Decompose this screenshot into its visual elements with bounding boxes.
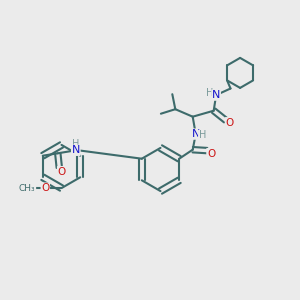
Text: N: N	[72, 145, 80, 155]
Text: O: O	[226, 118, 234, 128]
Text: CH₃: CH₃	[19, 184, 36, 193]
Text: H: H	[206, 88, 213, 98]
Text: O: O	[58, 167, 66, 177]
Text: O: O	[207, 148, 215, 159]
Text: N: N	[212, 90, 220, 100]
Text: N: N	[191, 129, 200, 139]
Text: O: O	[41, 183, 50, 193]
Text: H: H	[199, 130, 206, 140]
Text: H: H	[72, 139, 79, 149]
